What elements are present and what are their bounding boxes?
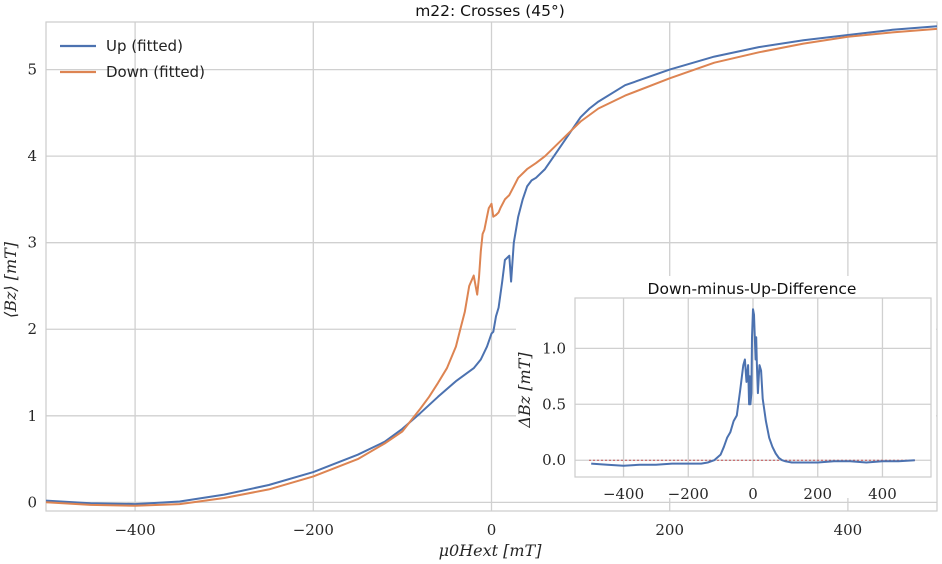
main-chart-title: m22: Crosses (45°): [415, 2, 565, 20]
legend: Up (fitted) Down (fitted): [60, 37, 205, 81]
inset-series-line-difference: [591, 308, 915, 467]
main-y-tick-labels: 0 1 2 3 4 5: [27, 61, 37, 512]
main-y-tick-label: 2: [27, 320, 37, 338]
inset-x-tick-label: 400: [868, 485, 897, 503]
inset-y-tick-label: 0.5: [542, 395, 566, 413]
main-x-tick-label: 400: [834, 521, 863, 539]
main-plot-frame: [45, 21, 938, 512]
inset-x-tick-labels: −400 −200 0 200 400: [603, 485, 897, 503]
main-x-axis-label: μ0Hext [mT]: [439, 541, 543, 560]
main-y-tick-label: 5: [27, 61, 37, 79]
main-series-group: [45, 25, 938, 507]
main-y-tick-label: 4: [27, 147, 37, 165]
inset-series-group: [591, 308, 915, 467]
legend-label-down: Down (fitted): [106, 63, 205, 81]
legend-label-up: Up (fitted): [106, 37, 183, 55]
main-x-tick-label: 0: [487, 521, 497, 539]
inset-x-tick-label: 0: [748, 485, 758, 503]
main-y-tick-label: 0: [27, 493, 37, 511]
main-series-line-down: [45, 27, 938, 507]
inset-background: [516, 276, 936, 498]
main-x-tick-label: 200: [655, 521, 684, 539]
main-x-tick-label: −400: [114, 521, 155, 539]
main-x-tick-label: −200: [293, 521, 334, 539]
main-y-axis-label: ⟨Bz⟩ [mT]: [1, 241, 20, 318]
inset-x-tick-label: −400: [603, 485, 644, 503]
inset-x-tick-label: 200: [803, 485, 832, 503]
main-y-tick-label: 3: [27, 234, 37, 252]
inset-plot-frame: [574, 297, 932, 478]
main-series-line-up: [45, 25, 938, 506]
inset-y-tick-label: 1.0: [542, 339, 566, 357]
inset-y-tick-label: 0.0: [542, 451, 566, 469]
inset-y-tick-labels: 0.0 0.5 1.0: [542, 339, 566, 469]
inset-y-axis-label: ΔBz [mT]: [515, 352, 534, 429]
inset-chart-title: Down-minus-Up-Difference: [648, 280, 857, 298]
inset-x-tick-label: −200: [668, 485, 709, 503]
main-y-tick-label: 1: [27, 407, 37, 425]
main-x-tick-labels: −400 −200 0 200 400: [114, 521, 862, 539]
